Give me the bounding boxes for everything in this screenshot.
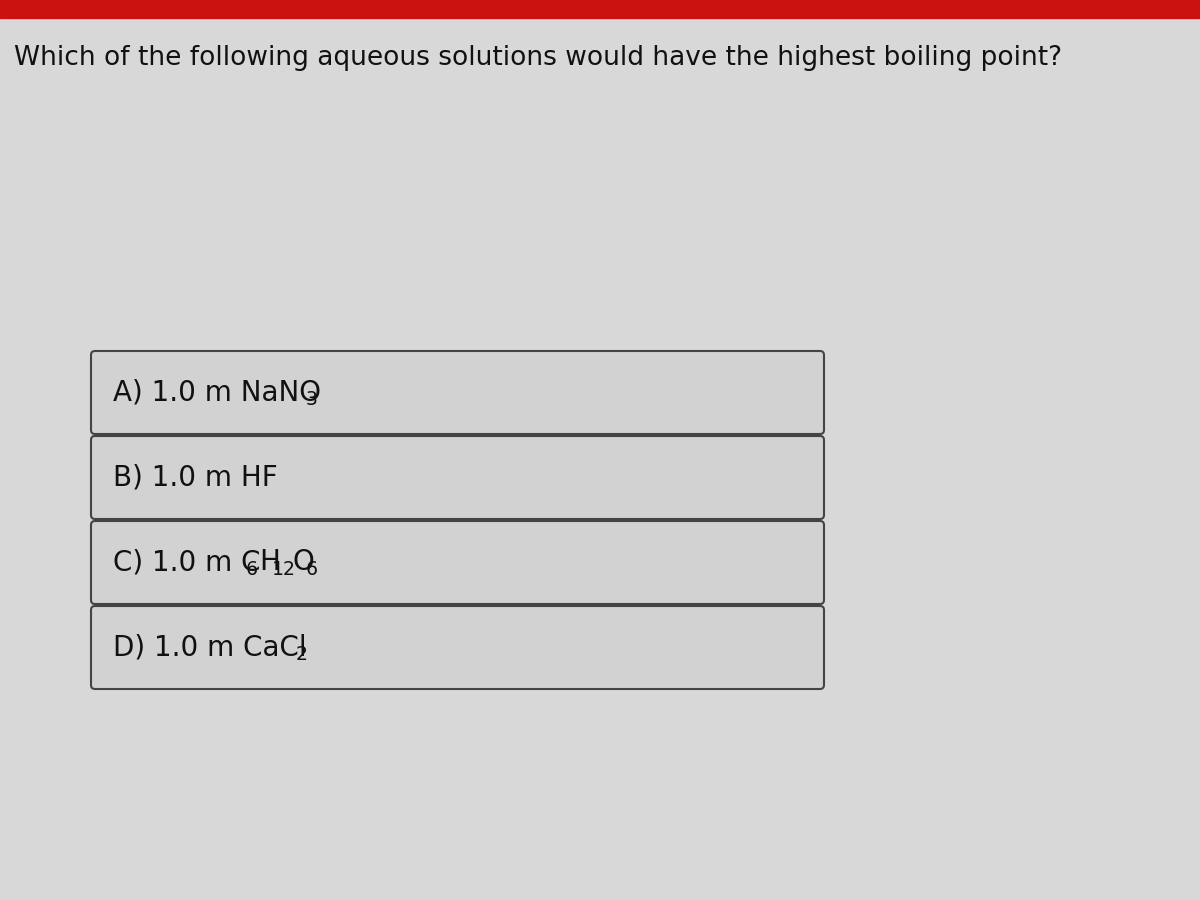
FancyBboxPatch shape	[91, 606, 824, 689]
Text: 2: 2	[296, 645, 308, 664]
Text: Which of the following aqueous solutions would have the highest boiling point?: Which of the following aqueous solutions…	[14, 45, 1062, 71]
Text: B) 1.0 m HF: B) 1.0 m HF	[113, 464, 277, 491]
Text: H: H	[259, 548, 280, 577]
Text: O: O	[292, 548, 313, 577]
Text: 12: 12	[272, 560, 296, 579]
Text: 6: 6	[246, 560, 258, 579]
FancyBboxPatch shape	[91, 521, 824, 604]
FancyBboxPatch shape	[91, 351, 824, 434]
Text: C) 1.0 m C: C) 1.0 m C	[113, 548, 260, 577]
Text: 3: 3	[306, 390, 318, 409]
Text: 6: 6	[306, 560, 318, 579]
Text: D) 1.0 m CaCl: D) 1.0 m CaCl	[113, 634, 307, 661]
Text: A) 1.0 m NaNO: A) 1.0 m NaNO	[113, 379, 322, 407]
FancyBboxPatch shape	[91, 436, 824, 519]
